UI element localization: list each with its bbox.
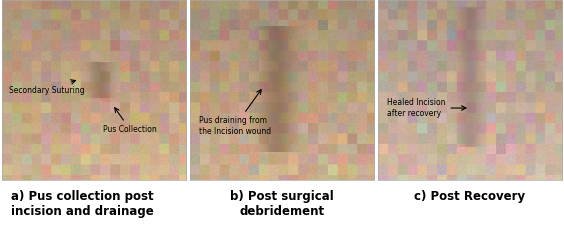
Text: Pus draining from
the Incision wound: Pus draining from the Incision wound [199,90,271,136]
Text: Secondary Suturing: Secondary Suturing [9,80,85,95]
Text: a) Pus collection post
incision and drainage: a) Pus collection post incision and drai… [11,190,153,218]
Text: c) Post Recovery: c) Post Recovery [415,190,526,203]
Text: Pus Collection: Pus Collection [103,108,157,134]
Text: Healed Incision
after recovery: Healed Incision after recovery [387,98,466,118]
Text: b) Post surgical
debridement: b) Post surgical debridement [230,190,334,218]
